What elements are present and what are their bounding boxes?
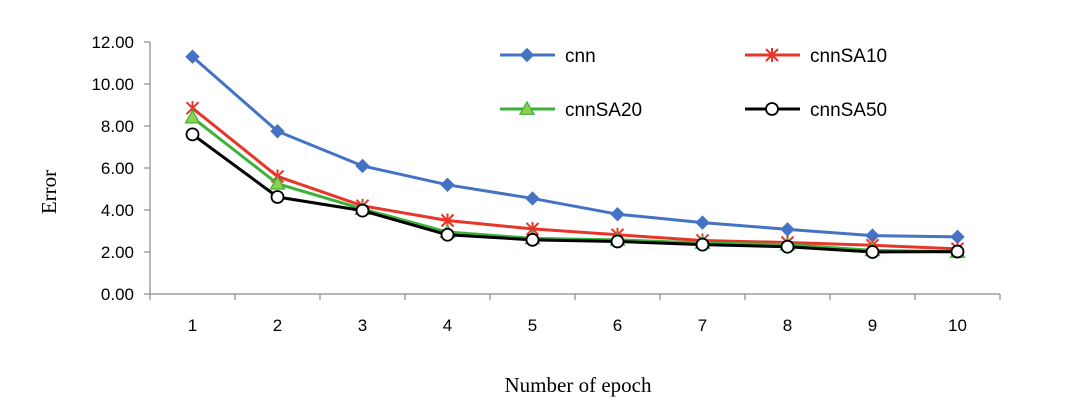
data-point-cnnSA50 [440, 227, 455, 242]
data-point-cnnSA50 [780, 239, 795, 254]
data-point-cnn [780, 222, 795, 237]
data-point-cnnSA50 [865, 245, 880, 259]
y-tick-label: 6.00 [101, 159, 134, 178]
data-point-cnnSA50 [610, 234, 625, 249]
y-tick-label: 12.00 [91, 33, 134, 52]
data-point-cnn [695, 215, 710, 230]
legend-label: cnn [565, 46, 596, 67]
series-group [184, 49, 966, 259]
legend-label: cnnSA10 [810, 46, 887, 67]
x-tick-label: 7 [698, 316, 707, 335]
legend-item-cnnSA10: cnnSA10 [745, 46, 887, 67]
y-tick-label: 10.00 [91, 75, 134, 94]
x-tick-label: 10 [948, 316, 967, 335]
series-line-cnnSA20 [191, 116, 958, 254]
legend-item-cnn: cnn [500, 46, 596, 67]
legend-marker [519, 47, 535, 63]
y-tick-label: 2.00 [101, 243, 134, 262]
x-tick-label: 5 [528, 316, 537, 335]
x-tick-label: 2 [273, 316, 282, 335]
data-point-cnn [270, 124, 285, 139]
data-point-cnnSA50 [950, 244, 965, 259]
x-tick-label: 6 [613, 316, 622, 335]
series-line-cnnSA10 [191, 106, 958, 251]
y-tick-labels: 0.00 2.00 4.00 6.00 8.00 10.00 12.00 [91, 33, 134, 304]
data-point-cnnSA50 [355, 203, 370, 218]
data-point-cnnSA50 [185, 127, 200, 142]
legend-item-cnnSA50: cnnSA50 [745, 100, 887, 121]
legend-marker [765, 102, 779, 116]
data-point-cnnSA50 [695, 237, 710, 252]
data-point-cnnSA50 [270, 190, 285, 204]
y-axis-title: Error [37, 170, 61, 214]
x-tick-label: 9 [868, 316, 877, 335]
legend-marker [765, 48, 779, 62]
y-tick-label: 4.00 [101, 201, 134, 220]
series-line-cnn [191, 55, 958, 239]
x-tick-label: 8 [783, 316, 792, 335]
data-point-cnn [525, 191, 540, 206]
data-point-cnnSA50 [525, 232, 540, 247]
data-point-cnnSA20 [184, 109, 201, 124]
series-line-cnnSA50 [191, 133, 958, 254]
x-tick-labels: 1 2 3 4 5 6 7 8 9 10 [188, 316, 967, 335]
legend-item-cnnSA20: cnnSA20 [500, 100, 642, 121]
x-axis-title: Number of epoch [505, 373, 652, 397]
x-tick-label: 1 [188, 316, 197, 335]
axes [144, 41, 1001, 300]
x-tick-label: 4 [443, 316, 452, 335]
data-point-cnn [610, 206, 625, 222]
series-cnnSA50 [185, 127, 965, 259]
data-point-cnn [950, 229, 965, 245]
x-tick-label: 3 [358, 316, 367, 335]
series-cnn [185, 49, 965, 245]
legend-marker [518, 100, 536, 115]
data-point-cnn [440, 177, 455, 193]
legend-label: cnnSA20 [565, 100, 642, 121]
y-tick-label: 8.00 [101, 117, 134, 136]
y-tick-label: 0.00 [101, 285, 134, 304]
legend-label: cnnSA50 [810, 100, 887, 121]
data-point-cnn [355, 158, 370, 174]
legend: cnn cnnSA10 cnnSA20 cnnSA50 [500, 46, 887, 121]
data-point-cnnSA20 [269, 175, 286, 190]
data-point-cnn [185, 49, 200, 64]
